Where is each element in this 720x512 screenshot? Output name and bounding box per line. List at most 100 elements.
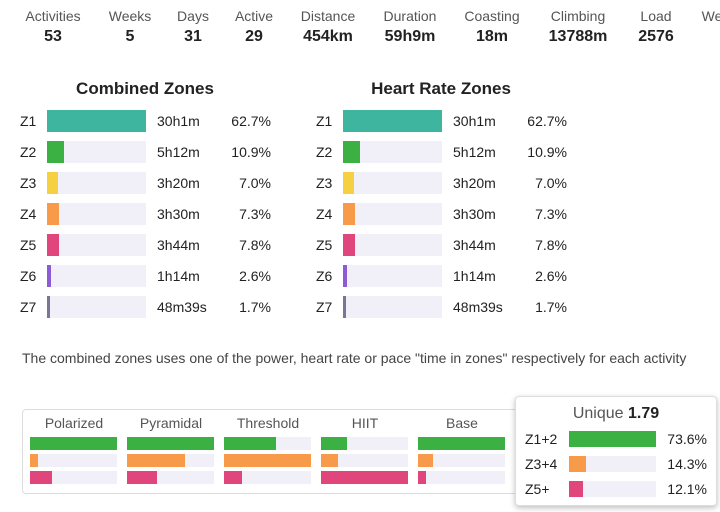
stat-label: Weeks bbox=[108, 8, 152, 24]
model-bar bbox=[418, 454, 433, 467]
stat-label: Active bbox=[234, 8, 274, 24]
zone-label: Z5 bbox=[316, 237, 333, 253]
zone-percent: 7.0% bbox=[535, 175, 567, 191]
zone-percent: 2.6% bbox=[239, 268, 271, 284]
model-bar bbox=[30, 437, 117, 450]
stat-label: Days bbox=[177, 8, 209, 24]
zone-label: Z3 bbox=[20, 175, 37, 191]
zone-bar bbox=[47, 172, 59, 194]
zone-bar bbox=[343, 265, 348, 287]
model-bar bbox=[224, 454, 311, 467]
model-track bbox=[321, 437, 408, 450]
bar-track bbox=[343, 265, 442, 287]
model-name: Base bbox=[446, 415, 478, 431]
zone-duration: 3h44m bbox=[453, 237, 496, 253]
model-track bbox=[418, 454, 505, 467]
model-name: Threshold bbox=[236, 415, 300, 431]
panel-title: Combined Zones bbox=[76, 79, 214, 98]
bar-track bbox=[47, 110, 146, 132]
unique-percent: 73.6% bbox=[667, 431, 707, 447]
bar-track bbox=[343, 141, 442, 163]
footnote: The combined zones uses one of the power… bbox=[22, 350, 687, 366]
zone-label: Z6 bbox=[20, 268, 37, 284]
zone-duration: 30h1m bbox=[157, 113, 200, 129]
stat-value: 59h9m bbox=[384, 28, 436, 45]
zone-label: Z1 bbox=[316, 113, 333, 129]
stat-value: 31 bbox=[184, 28, 202, 45]
zone-label: Z7 bbox=[20, 299, 37, 315]
zone-label: Z2 bbox=[20, 144, 37, 160]
stat-value: 2576 bbox=[638, 28, 674, 45]
model-name: Pyramidal bbox=[139, 415, 203, 431]
unique-percent: 12.1% bbox=[667, 481, 707, 497]
model-track bbox=[127, 454, 214, 467]
zone-label: Z4 bbox=[316, 206, 333, 222]
zone-percent: 2.6% bbox=[535, 268, 567, 284]
model-track bbox=[224, 471, 311, 484]
stat-value: 53 bbox=[44, 28, 62, 45]
unique-zone: Z3+4 bbox=[525, 456, 558, 472]
unique-header: Unique 1.79 bbox=[516, 405, 716, 423]
zone-label: Z5 bbox=[20, 237, 37, 253]
zone-percent: 7.0% bbox=[239, 175, 271, 191]
model-track bbox=[127, 437, 214, 450]
zone-percent: 10.9% bbox=[231, 144, 271, 160]
model-bar bbox=[30, 454, 38, 467]
zone-bar bbox=[343, 296, 346, 318]
stat-label: Activities bbox=[25, 8, 81, 24]
zone-duration: 3h30m bbox=[453, 206, 496, 222]
model-bar bbox=[418, 437, 505, 450]
stat-label: Load bbox=[640, 8, 672, 24]
unique-card: Unique 1.79 Z1+2 73.6% Z3+4 14.3% Z5+ 12.1% bbox=[515, 396, 717, 506]
bar-track bbox=[47, 141, 146, 163]
zone-duration: 3h20m bbox=[453, 175, 496, 191]
model-track bbox=[321, 471, 408, 484]
stat-value: 13788m bbox=[548, 28, 608, 45]
unique-label: Unique bbox=[572, 405, 624, 422]
zone-bar bbox=[343, 110, 442, 132]
zone-duration: 3h30m bbox=[157, 206, 200, 222]
bar-track bbox=[47, 265, 146, 287]
zone-bar bbox=[47, 141, 65, 163]
zone-label: Z7 bbox=[316, 299, 333, 315]
model-track bbox=[30, 437, 117, 450]
bar-track bbox=[343, 234, 442, 256]
stat-value: 5 bbox=[125, 28, 135, 45]
zone-bar bbox=[343, 172, 355, 194]
bar-track bbox=[343, 172, 442, 194]
zone-duration: 48m39s bbox=[453, 299, 503, 315]
model-bar bbox=[30, 471, 52, 484]
bar-track bbox=[47, 172, 146, 194]
zone-label: Z4 bbox=[20, 206, 37, 222]
zone-bar bbox=[343, 234, 356, 256]
panel-title: Heart Rate Zones bbox=[371, 79, 511, 98]
zone-bar bbox=[47, 296, 50, 318]
model-track bbox=[127, 471, 214, 484]
zone-bar bbox=[47, 110, 146, 132]
zone-duration: 5h12m bbox=[453, 144, 496, 160]
unique-value: 1.79 bbox=[628, 405, 660, 422]
unique-bar bbox=[569, 481, 584, 497]
bar-track bbox=[343, 203, 442, 225]
model-bar bbox=[127, 454, 186, 467]
zone-bar bbox=[343, 141, 361, 163]
model-bar bbox=[127, 437, 214, 450]
model-bar bbox=[224, 471, 243, 484]
unique-zone: Z1+2 bbox=[525, 431, 558, 447]
zone-label: Z2 bbox=[316, 144, 333, 160]
zone-bar bbox=[343, 203, 355, 225]
zone-percent: 7.3% bbox=[239, 206, 271, 222]
model-track bbox=[30, 454, 117, 467]
stat-label: Duration bbox=[383, 8, 437, 24]
zone-percent: 7.8% bbox=[239, 237, 271, 253]
unique-zone: Z5+ bbox=[525, 481, 550, 497]
model-track bbox=[418, 471, 505, 484]
zone-duration: 3h20m bbox=[157, 175, 200, 191]
unique-track bbox=[569, 481, 656, 497]
model-bar bbox=[321, 471, 408, 484]
model-name: HIIT bbox=[351, 415, 379, 431]
zone-duration: 1h14m bbox=[157, 268, 200, 284]
stat-value: 454km bbox=[303, 28, 353, 45]
model-track bbox=[418, 437, 505, 450]
zone-duration: 5h12m bbox=[157, 144, 200, 160]
